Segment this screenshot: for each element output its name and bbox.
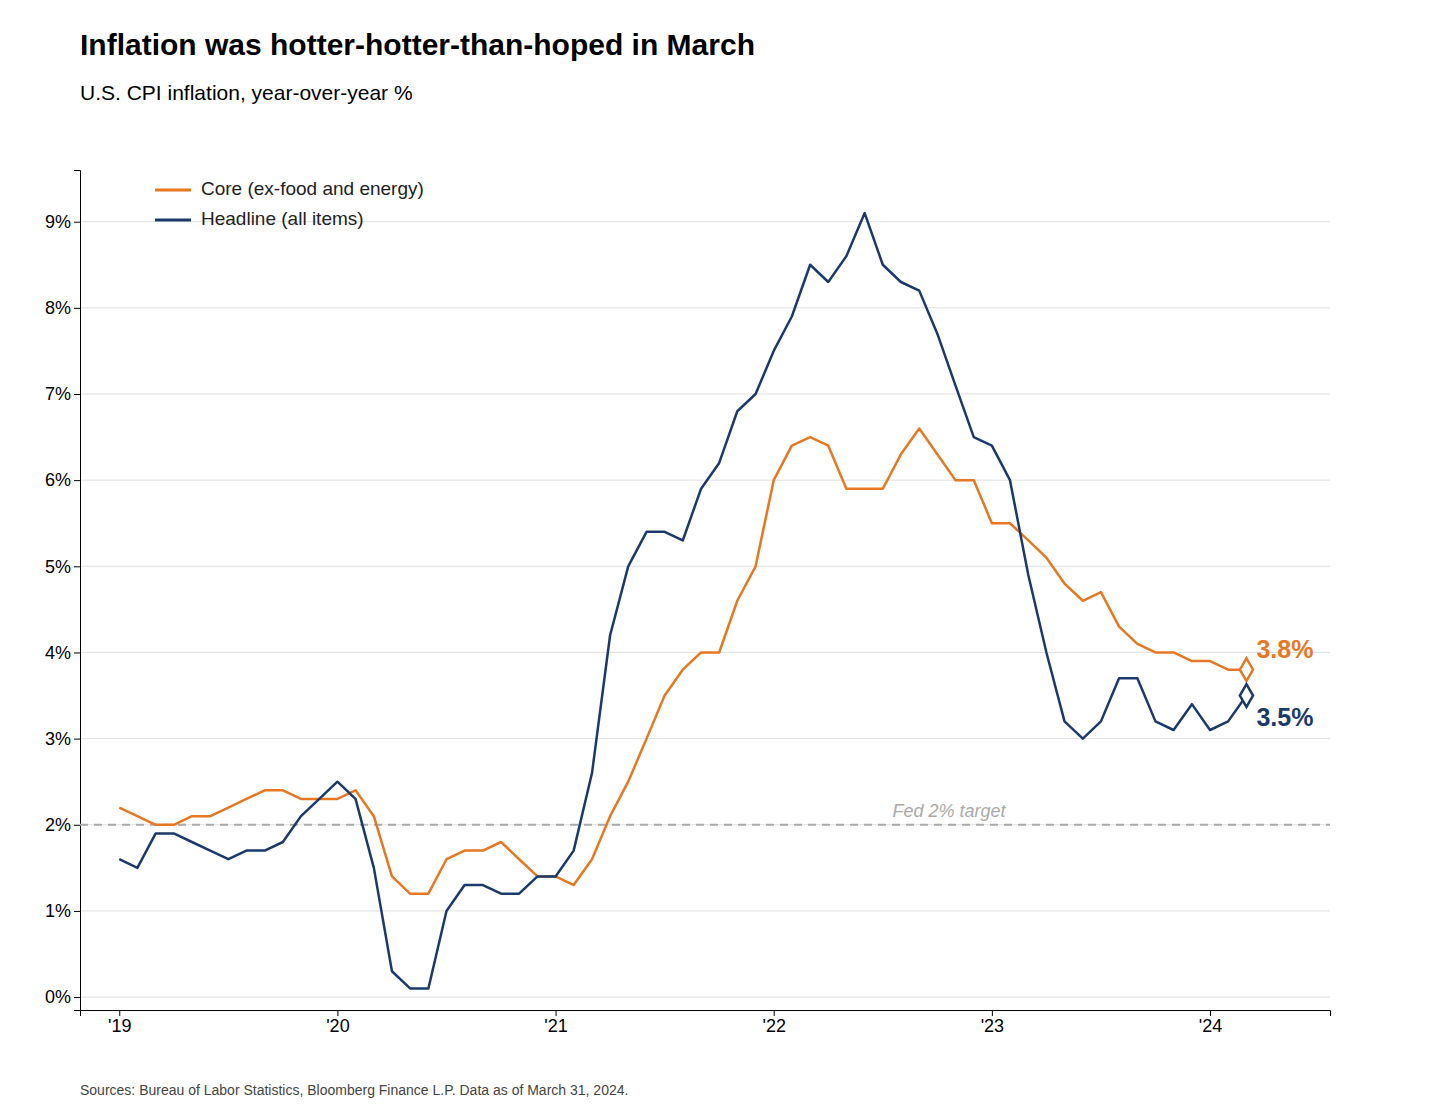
x-tick-label: '19 — [108, 1016, 131, 1036]
x-tick: '22 — [762, 1010, 785, 1036]
series-line — [119, 213, 1246, 988]
x-tick: '20 — [326, 1010, 349, 1036]
y-tick: 1% — [45, 901, 80, 921]
y-tick: 3% — [45, 729, 80, 749]
x-tick: '23 — [981, 1010, 1004, 1036]
end-marker — [1240, 684, 1253, 707]
y-tick-label: 6% — [45, 470, 71, 490]
y-tick: 6% — [45, 470, 80, 490]
y-tick: 5% — [45, 557, 80, 577]
legend-swatch — [155, 219, 191, 222]
grid-line — [80, 394, 1330, 395]
end-label: 3.5% — [1256, 703, 1313, 731]
x-tick-label: '20 — [326, 1016, 349, 1036]
x-axis: '19 '20 '21 '22 '23 '24 — [81, 1010, 1331, 1036]
series-line — [119, 428, 1246, 893]
x-tick: '21 — [544, 1010, 567, 1036]
title: Inflation was hotter-hotter-than-hoped i… — [80, 28, 755, 61]
y-tick-label: 8% — [45, 298, 71, 318]
y-tick: 4% — [45, 643, 80, 663]
y-tick: 8% — [45, 298, 80, 318]
y-tick-mark — [74, 825, 80, 826]
reference-label: Fed 2% target — [893, 801, 1007, 821]
grid-line — [80, 824, 1330, 825]
grid-line — [80, 480, 1330, 481]
grid-line — [80, 738, 1330, 739]
end-marker — [1240, 658, 1253, 681]
y-tick-mark — [74, 997, 80, 998]
y-tick: 2% — [45, 815, 80, 835]
legend: Core (ex-food and energy) Headline (all i… — [155, 178, 424, 229]
y-tick-mark — [74, 394, 80, 395]
x-tick-label: '24 — [1199, 1016, 1222, 1036]
grid-line — [80, 997, 1330, 998]
x-tick-label: '23 — [981, 1016, 1004, 1036]
y-tick-label: 9% — [45, 212, 71, 232]
y-tick-mark — [74, 739, 80, 740]
y-tick-mark — [74, 308, 80, 309]
y-tick-mark — [74, 566, 80, 567]
x-tick: '19 — [108, 1010, 131, 1036]
grid-line — [80, 910, 1330, 911]
grid-line — [80, 566, 1330, 567]
plot-area — [80, 213, 1330, 988]
y-tick-label: 5% — [45, 557, 71, 577]
y-tick-mark — [74, 652, 80, 653]
y-tick: 9% — [45, 212, 80, 232]
chart: Inflation was hotter-hotter-than-hoped i… — [0, 0, 1440, 1120]
x-tick: '24 — [1199, 1010, 1222, 1036]
legend-item: Core (ex-food and energy) — [155, 178, 424, 199]
legend-item: Headline (all items) — [155, 208, 364, 229]
y-tick: 0% — [45, 987, 80, 1007]
y-tick-label: 3% — [45, 729, 71, 749]
y-tick-label: 0% — [45, 987, 71, 1007]
source: Sources: Bureau of Labor Statistics, Blo… — [80, 1082, 628, 1098]
grid-line — [80, 307, 1330, 308]
reference-line — [80, 824, 1330, 826]
y-tick: 7% — [45, 384, 80, 404]
y-tick-label: 2% — [45, 815, 71, 835]
y-axis-line — [74, 171, 81, 1011]
y-tick-mark — [74, 911, 80, 912]
legend-swatch — [155, 189, 191, 192]
y-axis: 0% 1% 2% 3% 4% 5% 6% 7% 8% 9% — [45, 171, 81, 1011]
x-axis-line — [81, 1011, 1331, 1017]
subtitle: U.S. CPI inflation, year-over-year % — [80, 81, 413, 104]
y-tick-label: 1% — [45, 901, 71, 921]
y-tick-mark — [74, 222, 80, 223]
legend-label: Core (ex-food and energy) — [201, 178, 424, 199]
x-tick-label: '21 — [544, 1016, 567, 1036]
grid — [80, 222, 1330, 997]
y-tick-label: 4% — [45, 643, 71, 663]
annotations: 3.8% 3.5% Fed 2% target — [893, 635, 1314, 821]
x-tick-label: '22 — [762, 1016, 785, 1036]
y-tick-mark — [74, 480, 80, 481]
end-label: 3.8% — [1256, 635, 1313, 663]
legend-label: Headline (all items) — [201, 208, 364, 229]
y-tick-label: 7% — [45, 384, 71, 404]
